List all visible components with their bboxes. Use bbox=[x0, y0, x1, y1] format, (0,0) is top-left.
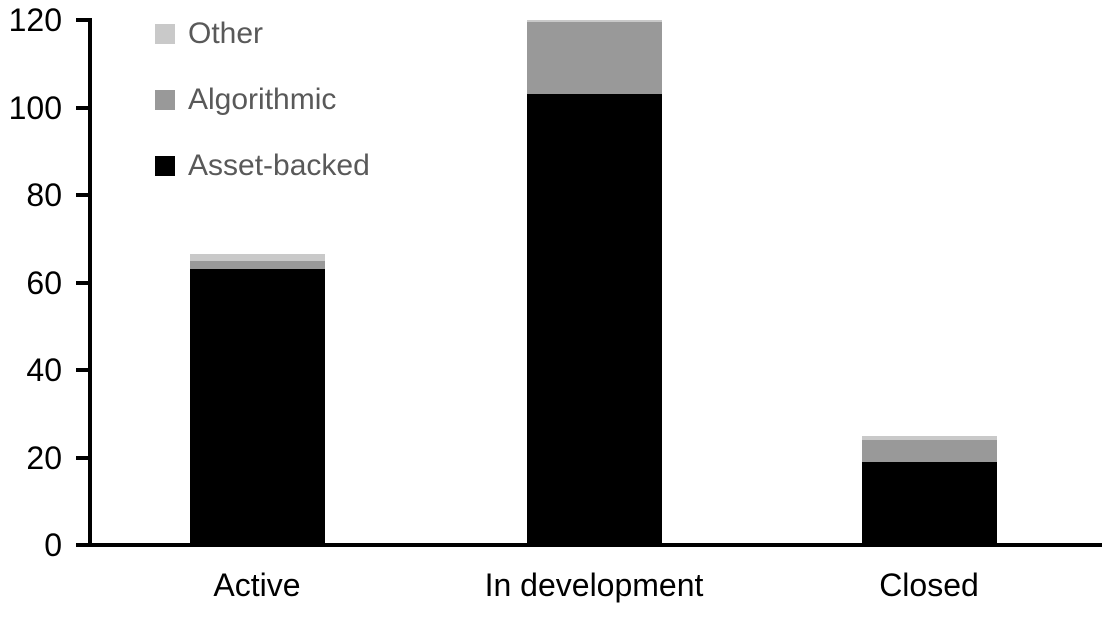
y-tick-label: 80 bbox=[26, 177, 62, 213]
legend-item-other: Other bbox=[155, 19, 370, 49]
legend-label: Asset-backed bbox=[188, 149, 370, 182]
x-axis-line bbox=[88, 543, 1102, 547]
y-tick-mark bbox=[76, 105, 88, 110]
bar-closed-asset-backed bbox=[861, 461, 997, 545]
y-tick-label: 120 bbox=[8, 2, 62, 38]
algorithmic-swatch-icon bbox=[155, 90, 175, 110]
y-tick-mark bbox=[76, 543, 88, 547]
bar-in-development-other bbox=[526, 20, 662, 23]
x-axis-label-in-development: In development bbox=[484, 567, 704, 603]
legend: Other Algorithmic Asset-backed bbox=[155, 19, 370, 222]
y-tick-label: 20 bbox=[26, 439, 62, 476]
bar-active-asset-backed bbox=[189, 269, 325, 545]
bar-closed-algorithmic bbox=[861, 440, 997, 462]
y-tick-label: 40 bbox=[26, 352, 62, 388]
legend-item-algorithmic: Algorithmic bbox=[155, 85, 370, 115]
bar-in-development-asset-backed bbox=[526, 94, 662, 545]
legend-item-asset-backed: Asset-backed bbox=[155, 151, 370, 181]
y-tick-mark bbox=[76, 193, 88, 197]
y-axis-line bbox=[88, 18, 92, 547]
x-axis-label-active: Active bbox=[213, 567, 301, 603]
y-tick-label: 60 bbox=[26, 264, 62, 301]
y-tick-mark bbox=[76, 280, 88, 285]
asset-backed-swatch-icon bbox=[155, 156, 175, 176]
y-tick-label: 100 bbox=[8, 89, 62, 126]
bar-in-development-algorithmic bbox=[526, 22, 662, 95]
x-axis-label-closed: Closed bbox=[879, 567, 979, 603]
bar-closed-other bbox=[861, 435, 997, 440]
y-tick-mark bbox=[76, 368, 88, 372]
y-tick-mark bbox=[76, 455, 88, 460]
bar-active-algorithmic bbox=[189, 260, 325, 270]
other-swatch-icon bbox=[155, 24, 175, 44]
y-tick-mark bbox=[76, 18, 88, 22]
bar-active-other bbox=[189, 254, 325, 261]
legend-label: Algorithmic bbox=[188, 83, 337, 116]
legend-label: Other bbox=[188, 17, 264, 50]
y-tick-label: 0 bbox=[44, 527, 62, 563]
